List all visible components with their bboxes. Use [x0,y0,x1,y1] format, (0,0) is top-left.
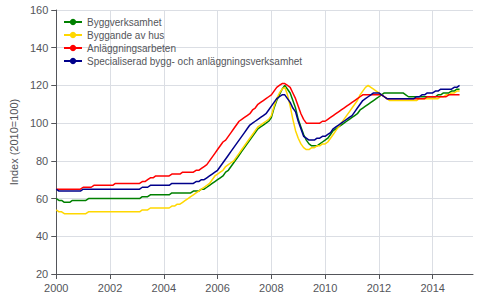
svg-text:2012: 2012 [367,282,391,294]
svg-text:160: 160 [30,4,48,16]
svg-text:60: 60 [36,193,48,205]
svg-text:Byggande av hus: Byggande av hus [87,30,164,41]
svg-text:2014: 2014 [420,282,444,294]
svg-text:80: 80 [36,155,48,167]
svg-text:100: 100 [30,117,48,129]
svg-text:40: 40 [36,230,48,242]
svg-text:2010: 2010 [313,282,337,294]
svg-text:20: 20 [36,268,48,280]
svg-text:2006: 2006 [205,282,229,294]
svg-text:Specialiserad bygg- och anlägg: Specialiserad bygg- och anläggningsverks… [87,56,302,67]
svg-text:2008: 2008 [259,282,283,294]
svg-text:140: 140 [30,42,48,54]
svg-text:120: 120 [30,79,48,91]
svg-text:2002: 2002 [98,282,122,294]
svg-text:Anläggningsarbeten: Anläggningsarbeten [87,43,176,54]
svg-text:2004: 2004 [152,282,176,294]
svg-text:2000: 2000 [44,282,68,294]
svg-text:Index (2010=100): Index (2010=100) [8,99,20,186]
svg-text:Byggverksamhet: Byggverksamhet [87,17,162,28]
